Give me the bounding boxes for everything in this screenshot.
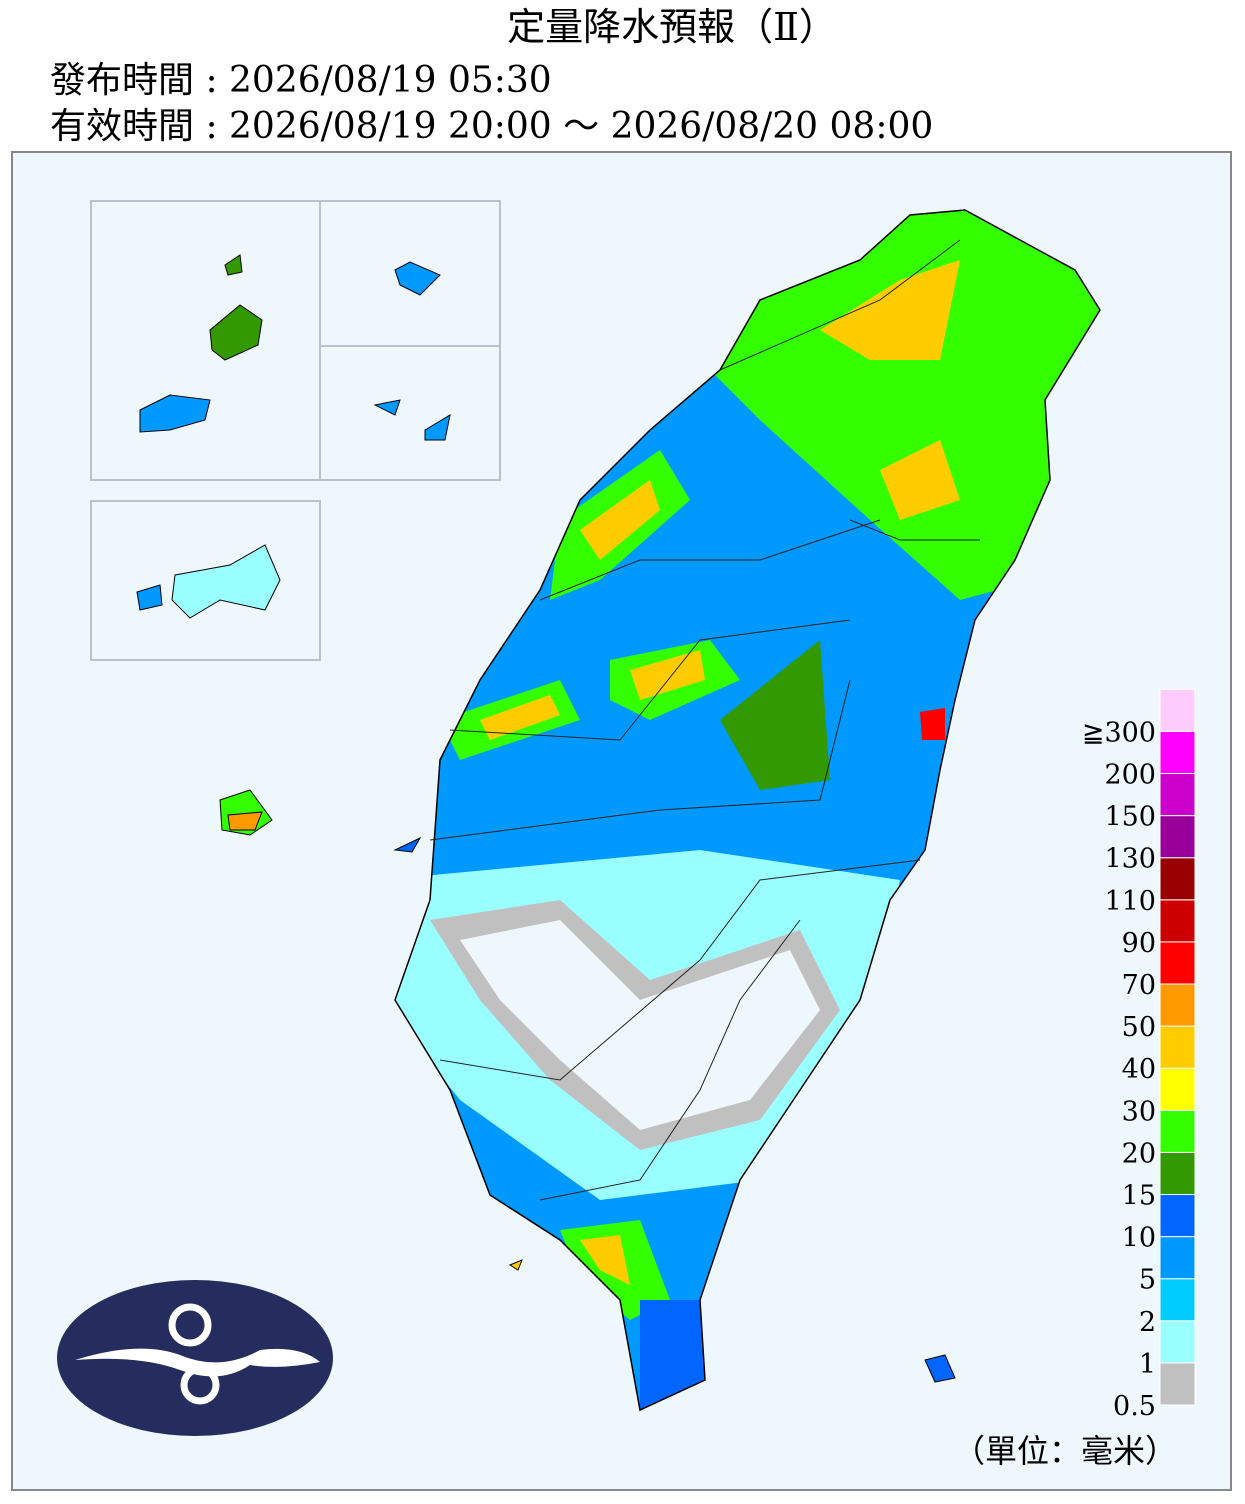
legend-label: 130 [1104, 844, 1156, 875]
issued-time: 發布時間 : 2026/08/19 05:30 [50, 60, 552, 101]
legend-swatch [1159, 857, 1196, 901]
islands [136, 254, 956, 1383]
legend-label: 150 [1104, 802, 1156, 833]
legend-swatch [1159, 899, 1196, 943]
legend-swatch [1159, 941, 1196, 985]
county-borders [429, 239, 980, 1201]
valid-time: 有效時間 : 2026/08/19 20:00 ～ 2026/08/20 08:… [50, 106, 933, 147]
legend-swatch [1159, 688, 1196, 732]
legend-swatch [1159, 1278, 1196, 1322]
legend-swatch [1159, 1109, 1196, 1153]
legend-label: 90 [1122, 928, 1156, 959]
legend-label: 2 [1139, 1307, 1156, 1338]
legend-swatch [1159, 983, 1196, 1027]
legend-label: 20 [1122, 1138, 1156, 1169]
legend: 0.5 1 2 5 10 15 20 30 40 50 70 90 110 130 150 200 ≧300 [1082, 688, 1196, 1422]
legend-label: 0.5 [1113, 1391, 1156, 1422]
unit-label: （單位：毫米） [953, 1432, 1177, 1470]
legend-swatch [1159, 1320, 1196, 1364]
legend-swatch [1159, 1067, 1196, 1111]
inset-frames [90, 200, 501, 661]
legend-label: 50 [1122, 1012, 1156, 1043]
legend-label: 40 [1122, 1054, 1156, 1085]
legend-label: 30 [1122, 1096, 1156, 1127]
legend-swatch [1159, 1025, 1196, 1069]
legend-swatch [1159, 1236, 1196, 1280]
legend-swatch [1159, 773, 1196, 817]
legend-swatch [1159, 730, 1196, 775]
legend-label: 10 [1122, 1223, 1156, 1254]
legend-label: 70 [1122, 970, 1156, 1001]
legend-swatch [1159, 1194, 1196, 1238]
legend-label: 5 [1139, 1265, 1156, 1296]
agency-logo [57, 1280, 333, 1436]
legend-label: 110 [1104, 886, 1156, 917]
title: 定量降水預報（Ⅱ） [507, 5, 837, 49]
legend-label: 1 [1139, 1349, 1156, 1380]
legend-swatch [1159, 815, 1196, 859]
legend-label: 200 [1104, 760, 1156, 791]
legend-swatch [1159, 1362, 1196, 1406]
legend-label: 15 [1122, 1181, 1156, 1212]
legend-label: ≧300 [1082, 717, 1156, 748]
legend-swatch [1159, 1151, 1196, 1196]
